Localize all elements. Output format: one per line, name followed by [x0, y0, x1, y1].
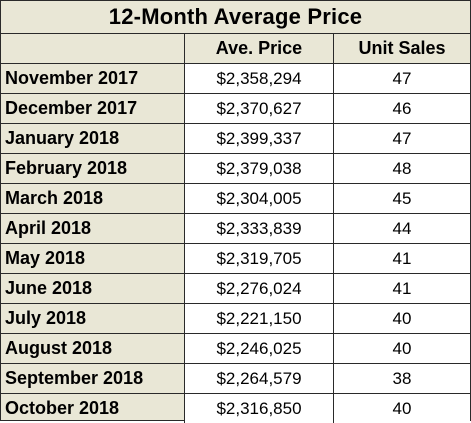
price-cell: $2,379,038 [185, 154, 334, 183]
table-row: March 2018 $2,304,005 45 [1, 184, 470, 214]
units-cell: 46 [334, 94, 470, 123]
units-cell: 45 [334, 184, 470, 213]
price-cell: $2,246,025 [185, 334, 334, 363]
month-cell: January 2018 [1, 124, 185, 153]
price-cell: $2,316,850 [185, 394, 334, 423]
price-cell: $2,276,024 [185, 274, 334, 303]
units-cell: 38 [334, 364, 470, 393]
header-unit-sales: Unit Sales [358, 38, 446, 58]
price-cell: $2,370,627 [185, 94, 334, 123]
units-cell: 47 [334, 64, 470, 93]
header-row: Ave. Price Unit Sales [1, 34, 470, 64]
month-cell: April 2018 [1, 214, 185, 243]
units-cell: 44 [334, 214, 470, 243]
units-cell: 40 [334, 304, 470, 333]
table-row: April 2018 $2,333,839 44 [1, 214, 470, 244]
table-row: May 2018 $2,319,705 41 [1, 244, 470, 274]
table-row: December 2017 $2,370,627 46 [1, 94, 470, 124]
price-cell: $2,319,705 [185, 244, 334, 273]
header-month [1, 34, 185, 63]
month-cell: November 2017 [1, 64, 185, 93]
units-cell: 41 [334, 244, 470, 273]
header-ave-price: Ave. Price [185, 34, 334, 63]
month-cell: December 2017 [1, 94, 185, 123]
month-cell: May 2018 [1, 244, 185, 273]
table-row: June 2018 $2,276,024 41 [1, 274, 470, 304]
price-cell: $2,304,005 [185, 184, 334, 213]
month-cell: October 2018 [1, 394, 185, 423]
units-cell: 47 [334, 124, 470, 153]
units-cell: 40 [334, 334, 470, 363]
units-cell: 41 [334, 274, 470, 303]
table-row: July 2018 $2,221,150 40 [1, 304, 470, 334]
month-cell: September 2018 [1, 364, 185, 393]
table-row: September 2018 $2,264,579 38 [1, 364, 470, 394]
price-cell: $2,399,337 [185, 124, 334, 153]
table-row: January 2018 $2,399,337 47 [1, 124, 470, 154]
month-cell: March 2018 [1, 184, 185, 213]
units-cell: 48 [334, 154, 470, 183]
table-row: October 2018 $2,316,850 40 [1, 394, 470, 423]
table-row: February 2018 $2,379,038 48 [1, 154, 470, 184]
price-cell: $2,221,150 [185, 304, 334, 333]
price-cell: $2,333,839 [185, 214, 334, 243]
table-title: 12-Month Average Price [1, 1, 470, 34]
units-cell: 40 [334, 394, 470, 423]
month-cell: July 2018 [1, 304, 185, 333]
price-cell: $2,358,294 [185, 64, 334, 93]
table-row: November 2017 $2,358,294 47 [1, 64, 470, 94]
month-cell: February 2018 [1, 154, 185, 183]
month-cell: August 2018 [1, 334, 185, 363]
table-row: August 2018 $2,246,025 40 [1, 334, 470, 364]
price-cell: $2,264,579 [185, 364, 334, 393]
month-cell: June 2018 [1, 274, 185, 303]
